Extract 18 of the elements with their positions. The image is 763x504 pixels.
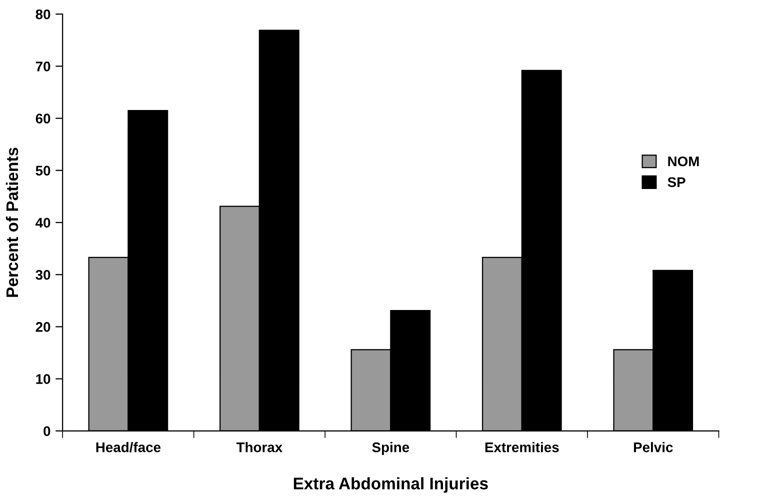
- y-tick-label: 20: [36, 322, 50, 332]
- x-axis-title: Extra Abdominal Injuries: [294, 477, 488, 493]
- y-tick-label: 50: [36, 166, 50, 176]
- y-tick-label: 80: [36, 9, 50, 20]
- x-tick-label: Pelvic: [634, 442, 673, 452]
- y-tick-label: 70: [36, 62, 50, 72]
- x-tick-label: Head/face: [96, 442, 161, 452]
- y-tick-label: 60: [36, 114, 50, 124]
- y-tick-label: 10: [36, 374, 50, 384]
- y-tick-label: 30: [36, 270, 50, 280]
- y-tick-label: 40: [36, 218, 50, 228]
- x-tick-label: Extremities: [485, 442, 559, 452]
- x-tick-label: Spine: [372, 442, 410, 455]
- legend-label: NOM: [668, 156, 699, 166]
- y-tick-label: 0: [44, 426, 50, 436]
- legend-label: SP: [668, 177, 686, 188]
- x-tick-label: Thorax: [236, 442, 282, 452]
- y-axis-title: Percent of Patients: [6, 148, 18, 297]
